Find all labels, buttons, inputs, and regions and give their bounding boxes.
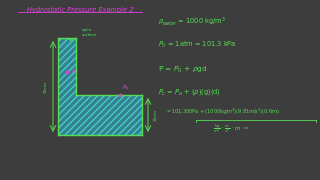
Text: $\frac{kg}{m^3}$ $\cdot$ $\frac{m}{s^2}$ $\cdot$ m  =: $\frac{kg}{m^3}$ $\cdot$ $\frac{m}{s^2}$… [213, 123, 250, 136]
Text: 30cm: 30cm [154, 109, 158, 121]
Text: open
surface: open surface [69, 28, 97, 41]
Text: Hydrostatic Pressure Example 2: Hydrostatic Pressure Example 2 [27, 7, 133, 13]
Text: 90cm: 90cm [44, 80, 48, 93]
Bar [59, 38, 76, 135]
Bar [59, 38, 76, 135]
Text: $\rho_{water}$ = 1000 kg/m$^3$: $\rho_{water}$ = 1000 kg/m$^3$ [158, 15, 226, 28]
Text: P = $P_0$ + $\rho$gd: P = $P_0$ + $\rho$gd [158, 65, 207, 75]
Text: $P_a$: $P_a$ [122, 83, 130, 92]
Text: $P_c$ = $P_a$ + ($\rho$)(g)(d): $P_c$ = $P_a$ + ($\rho$)(g)(d) [158, 87, 221, 97]
Text: = 101,300Pa + (1000kg/m$^3$)(9.81m/s$^2$)(0.6m): = 101,300Pa + (1000kg/m$^3$)(9.81m/s$^2$… [166, 107, 279, 117]
Bar [76, 95, 142, 135]
Text: $P_c$: $P_c$ [71, 68, 78, 76]
Text: $P_0$ = 1atm = 101.3 kPa: $P_0$ = 1atm = 101.3 kPa [158, 40, 236, 50]
Bar [76, 95, 142, 135]
